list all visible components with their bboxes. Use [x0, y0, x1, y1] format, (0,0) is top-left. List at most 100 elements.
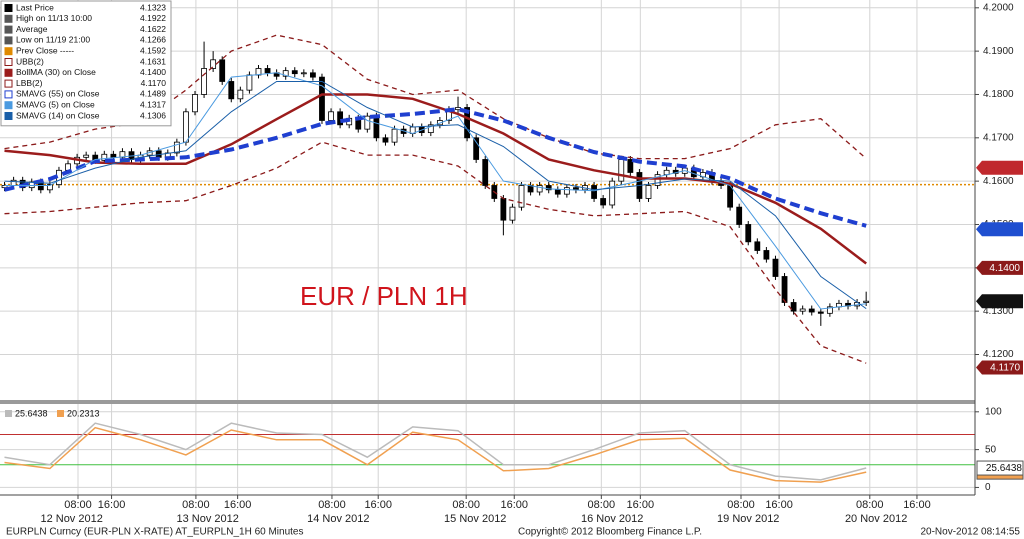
legend-swatch [4, 112, 13, 120]
candle-body [509, 206, 516, 221]
value-tag [976, 460, 1024, 476]
x-tick-label: 08:00 [588, 499, 616, 511]
x-tick-label: 16:00 [765, 499, 793, 511]
legend-swatch [5, 410, 12, 417]
date-label: 20 Nov 2012 [845, 513, 907, 525]
legend-label: LBB(2) [16, 78, 43, 88]
candle-body [291, 70, 298, 75]
y-tick-label: 100 [985, 406, 1002, 417]
date-label: 13 Nov 2012 [177, 513, 239, 525]
plot [0, 34, 975, 483]
price-tag-label: 4.1400 [989, 263, 1020, 274]
legend-value: 4.1489 [140, 89, 166, 99]
candle-body [500, 198, 507, 221]
candle-body [101, 153, 108, 161]
legend-swatch [4, 47, 13, 56]
candle-body [781, 276, 788, 303]
date-label: 14 Nov 2012 [307, 513, 369, 525]
candle-body [173, 141, 180, 154]
legend-swatch [4, 101, 13, 110]
legend-swatch [4, 79, 13, 88]
legend-swatch [57, 410, 64, 417]
legend-value: 4.1622 [140, 24, 166, 34]
candle-body [337, 111, 344, 126]
legend-label: High on 11/13 10:00 [16, 13, 92, 23]
legend-swatch [4, 14, 13, 23]
legend-label: Low on 11/19 21:00 [16, 35, 90, 45]
legend-label: 20.2313 [67, 408, 100, 418]
date-label: 12 Nov 2012 [40, 513, 102, 525]
indicator-line [4, 72, 867, 310]
indicator-line [4, 141, 867, 364]
x-tick-label: 16:00 [98, 499, 126, 511]
date-label: 19 Nov 2012 [717, 513, 779, 525]
candle-body [618, 159, 625, 182]
x-tick-label: 08:00 [318, 499, 346, 511]
candle-body [745, 224, 752, 243]
price-tag [976, 260, 1023, 275]
panel-separator [0, 400, 975, 404]
candle-body [826, 306, 833, 314]
value-tag-label: 25.6438 [986, 463, 1023, 474]
legend-value: 4.1922 [140, 13, 166, 23]
price-tag-label: 4.1170 [990, 363, 1020, 374]
y-tick-label: 4.1600 [983, 176, 1014, 187]
candle-body [364, 115, 371, 130]
candle-body [536, 185, 543, 193]
price-tag [976, 294, 1023, 309]
candle-body [817, 311, 824, 314]
annotation: EUR / PLN 1H [300, 281, 468, 311]
legend-label: 25.6438 [15, 408, 48, 418]
candle-body [427, 124, 434, 134]
x-tick-label: 08:00 [182, 499, 210, 511]
candle-body [654, 174, 661, 186]
y-tick-label: 4.1700 [983, 132, 1014, 143]
candle-body [391, 128, 398, 143]
candle-body [627, 159, 634, 173]
x-tick-label: 16:00 [627, 499, 655, 511]
candle-body [237, 89, 244, 100]
legend-label: Last Price [16, 2, 54, 12]
legend-value: 4.1631 [140, 56, 166, 66]
candle-body [563, 187, 570, 195]
candle-body [310, 72, 316, 78]
legend-label: SMAVG (55) on Close [16, 89, 100, 99]
candle-body [645, 185, 652, 199]
x-tick-label: 08:00 [64, 499, 92, 511]
candle-body [183, 111, 189, 143]
candle-body [282, 70, 289, 77]
candle-body [736, 206, 743, 225]
legend-label: UBB(2) [16, 56, 44, 66]
candle-body [246, 74, 253, 91]
oscillator-line [4, 426, 867, 483]
candle-body [219, 59, 226, 82]
legend-box [0, 0, 172, 127]
candle-body [545, 185, 552, 191]
footer-center: Copyright© 2012 Bloomberg Finance L.P. [518, 527, 702, 538]
candle-body [201, 68, 207, 95]
legend-value: 4.1306 [140, 110, 166, 120]
indicator-line [4, 107, 867, 228]
legend-label: SMAVG (5) on Close [16, 99, 95, 109]
candle-body [228, 81, 235, 100]
candle-body [754, 241, 761, 251]
y-tick-label: 4.1300 [983, 306, 1014, 317]
footer-right: 20-Nov-2012 08:14:55 [920, 527, 1020, 538]
price-tag [976, 360, 1023, 375]
candle-body [192, 94, 198, 113]
y-tick-label: 4.1200 [983, 349, 1014, 360]
x-tick-label: 08:00 [452, 499, 480, 511]
price-tag [976, 160, 1023, 175]
indicator-line [4, 81, 867, 310]
candle-body [482, 159, 489, 186]
candle-body [799, 308, 806, 312]
legend-swatch [4, 25, 13, 34]
candle-body [83, 154, 90, 158]
candle-body [763, 250, 770, 260]
candle-body [464, 107, 470, 139]
overlay: 4.12004.13004.14004.15004.16004.17004.18… [0, 0, 1024, 525]
candle-body [609, 180, 616, 206]
candle-body [210, 59, 217, 69]
y-tick-label: 0 [985, 482, 991, 493]
legend-value: 4.1170 [141, 78, 167, 88]
